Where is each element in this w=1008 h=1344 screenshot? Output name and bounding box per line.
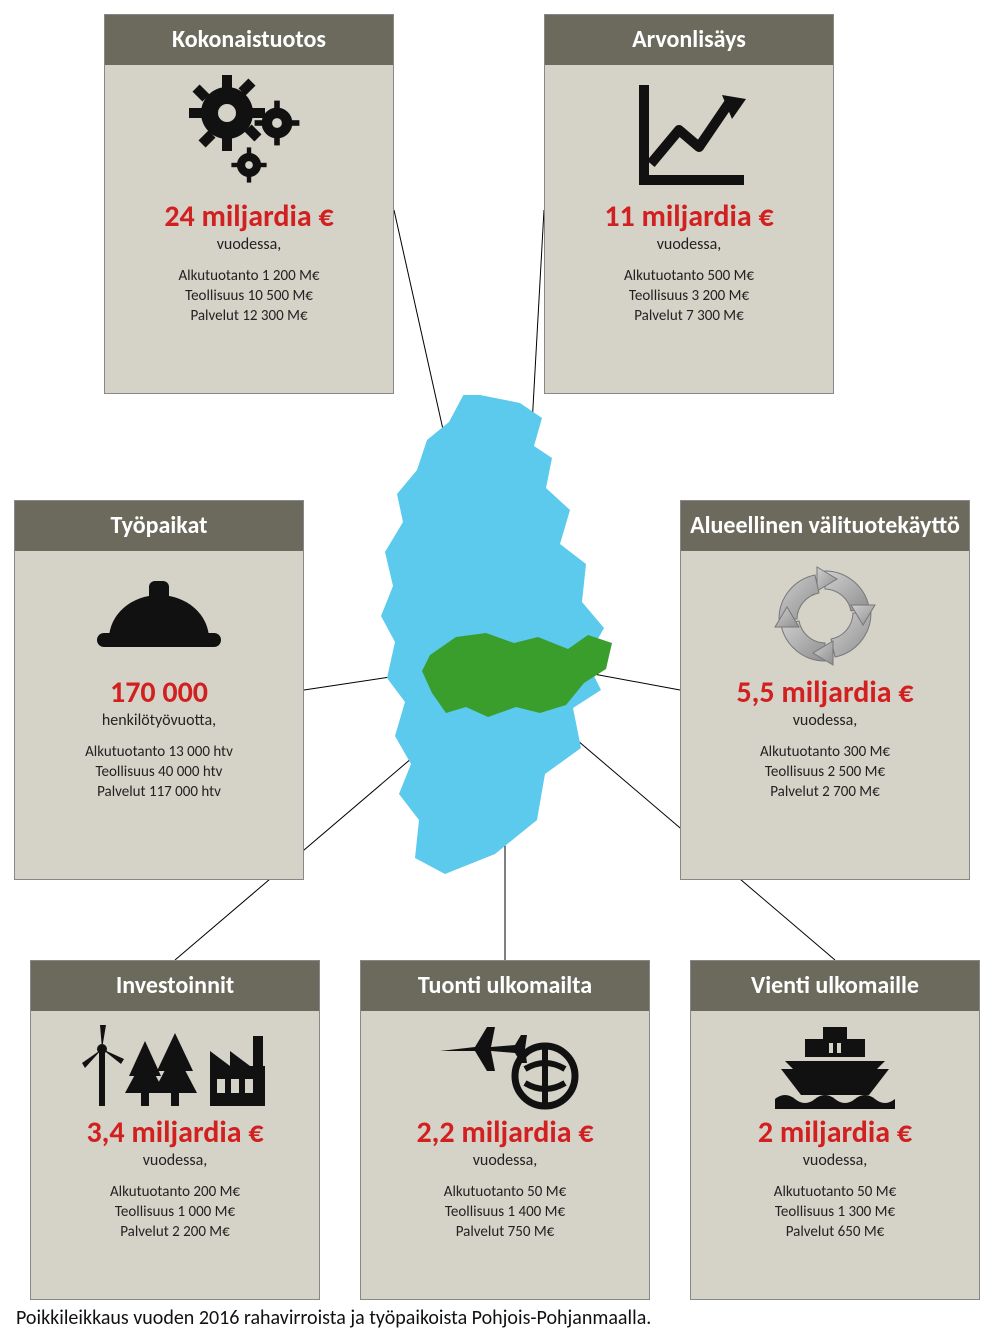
finland-map: [370, 395, 640, 935]
card-sub: vuodessa,: [691, 1151, 979, 1170]
card-kokonaistuotos: Kokonaistuotos: [104, 14, 394, 394]
card-title: Kokonaistuotos: [105, 15, 393, 65]
growth-chart-icon: [545, 65, 833, 201]
card-title: Vienti ulkomaille: [691, 961, 979, 1011]
card-title: Investoinnit: [31, 961, 319, 1011]
card-sub: vuodessa,: [361, 1151, 649, 1170]
card-value: 170 000: [15, 677, 303, 709]
card-value: 24 miljardia €: [105, 201, 393, 233]
card-sub: vuodessa,: [681, 711, 969, 730]
card-sub: henkilötyövuotta,: [15, 711, 303, 730]
card-lines: Alkutuotanto 500 M€ Teollisuus 3 200 M€ …: [545, 266, 833, 341]
card-title: Arvonlisäys: [545, 15, 833, 65]
card-sub: vuodessa,: [545, 235, 833, 254]
card-lines: Alkutuotanto 200 M€ Teollisuus 1 000 M€ …: [31, 1182, 319, 1257]
card-alueellinen: Alueellinen välituotekäyttö: [680, 500, 970, 880]
card-value: 5,5 miljardia €: [681, 677, 969, 709]
card-tuonti: Tuonti ulkomailta 2,2 miljardia € vuodes…: [360, 960, 650, 1300]
card-lines: Alkutuotanto 300 M€ Teollisuus 2 500 M€ …: [681, 742, 969, 817]
card-lines: Alkutuotanto 50 M€ Teollisuus 1 400 M€ P…: [361, 1182, 649, 1257]
caption-text: Poikkileikkaus vuoden 2016 rahavirroista…: [16, 1306, 651, 1330]
card-value: 3,4 miljardia €: [31, 1117, 319, 1149]
card-sub: vuodessa,: [105, 235, 393, 254]
hardhat-icon: [15, 551, 303, 677]
card-value: 11 miljardia €: [545, 201, 833, 233]
card-title: Työpaikat: [15, 501, 303, 551]
card-lines: Alkutuotanto 13 000 htv Teollisuus 40 00…: [15, 742, 303, 817]
recycle-arrows-icon: [681, 551, 969, 677]
gears-icon: [105, 65, 393, 201]
card-lines: Alkutuotanto 1 200 M€ Teollisuus 10 500 …: [105, 266, 393, 341]
card-value: 2,2 miljardia €: [361, 1117, 649, 1149]
card-title: Tuonti ulkomailta: [361, 961, 649, 1011]
card-arvonlisays: Arvonlisäys 11 miljardia € vuodessa, Alk…: [544, 14, 834, 394]
card-lines: Alkutuotanto 50 M€ Teollisuus 1 300 M€ P…: [691, 1182, 979, 1257]
card-tyopaikat: Työpaikat 170 000 henkilötyövuotta, Alku…: [14, 500, 304, 880]
plane-globe-icon: [361, 1011, 649, 1117]
infographic-canvas: Kokonaistuotos: [0, 0, 1008, 1344]
card-vienti: Vienti ulkomaille 2 miljardia € vuodessa…: [690, 960, 980, 1300]
investments-icon: [31, 1011, 319, 1117]
card-investoinnit: Investoinnit: [30, 960, 320, 1300]
card-title: Alueellinen välituotekäyttö: [681, 501, 969, 551]
ship-icon: [691, 1011, 979, 1117]
card-value: 2 miljardia €: [691, 1117, 979, 1149]
card-sub: vuodessa,: [31, 1151, 319, 1170]
